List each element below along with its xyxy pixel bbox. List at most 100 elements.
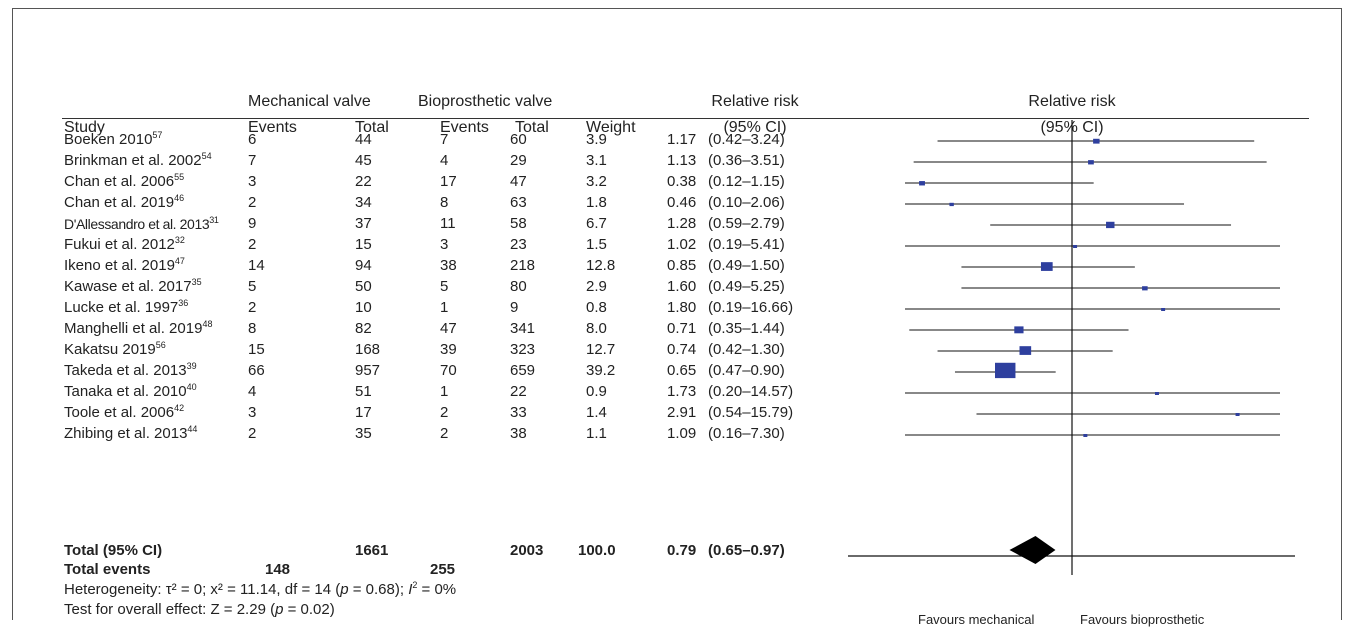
cell-confidence-interval: (0.20–14.57) xyxy=(708,383,794,400)
cell-bio-events: 39 xyxy=(440,341,457,358)
cell-weight: 0.9 xyxy=(586,383,607,400)
cell-bio-total: 22 xyxy=(510,383,527,400)
cell-mech-total: 957 xyxy=(355,362,381,379)
study-name: Kawase et al. 201735 xyxy=(64,277,202,296)
header-study: Study xyxy=(64,119,105,136)
point-estimate-marker xyxy=(1142,286,1148,291)
pooled-diamond xyxy=(1009,536,1056,564)
cell-bio-events: 7 xyxy=(440,131,449,148)
cell-mech-total: 15 xyxy=(355,236,372,253)
cell-bio-events: 38 xyxy=(440,257,457,274)
cell-mech-total: 22 xyxy=(355,173,372,190)
study-name: Zhibing et al. 201344 xyxy=(64,424,198,443)
cell-weight: 3.1 xyxy=(586,152,607,169)
cell-bio-total: 218 xyxy=(510,257,536,274)
cell-mech-events: 7 xyxy=(248,152,257,169)
cell-relative-risk: 0.46 xyxy=(667,194,697,211)
study-name: Lucke et al. 199736 xyxy=(64,298,189,317)
cell-confidence-interval: (0.19–16.66) xyxy=(708,299,794,316)
cell-mech-total: 34 xyxy=(355,194,372,211)
study-name: Boeken 201057 xyxy=(64,130,163,149)
cell-mech-events: 8 xyxy=(248,320,257,337)
cell-weight: 1.5 xyxy=(586,236,607,253)
study-name: Chan et al. 200655 xyxy=(64,172,185,191)
point-estimate-marker xyxy=(1073,245,1078,248)
cell-bio-events: 5 xyxy=(440,278,449,295)
cell-mech-events: 2 xyxy=(248,299,257,316)
cell-bio-total: 63 xyxy=(510,194,527,211)
cell-bio-events: 1 xyxy=(440,299,449,316)
cell-bio-events: 70 xyxy=(440,362,457,379)
study-name: Kakatsu 201956 xyxy=(64,340,166,359)
cell-weight: 6.7 xyxy=(586,215,607,232)
cell-weight: 3.2 xyxy=(586,173,607,190)
cell-relative-risk: 1.80 xyxy=(667,299,697,316)
header-plot-relative-risk: Relative risk xyxy=(1028,93,1116,110)
cell-bio-events: 2 xyxy=(440,404,449,421)
cell-bio-events: 11 xyxy=(440,215,456,232)
cell-mech-total: 35 xyxy=(355,425,372,442)
cell-mech-events: 2 xyxy=(248,425,257,442)
favours-bioprosthetic: Favours bioprosthetic xyxy=(1080,612,1205,627)
point-estimate-marker xyxy=(919,181,925,186)
cell-mech-total: 94 xyxy=(355,257,372,274)
cell-mech-total: 50 xyxy=(355,278,372,295)
cell-confidence-interval: (0.36–3.51) xyxy=(708,152,785,169)
cell-mech-total: 44 xyxy=(355,131,372,148)
cell-mech-events: 4 xyxy=(248,383,257,400)
cell-mech-total: 45 xyxy=(355,152,372,169)
cell-confidence-interval: (0.12–1.15) xyxy=(708,173,785,190)
cell-relative-risk: 1.73 xyxy=(667,383,697,400)
cell-weight: 1.8 xyxy=(586,194,607,211)
cell-bio-total: 80 xyxy=(510,278,527,295)
point-estimate-marker xyxy=(1161,308,1166,311)
cell-confidence-interval: (0.19–5.41) xyxy=(708,236,785,253)
header-mech-events: Events xyxy=(248,119,297,136)
point-estimate-marker xyxy=(1235,413,1240,416)
cell-mech-events: 2 xyxy=(248,236,257,253)
cell-bio-total: 33 xyxy=(510,404,527,421)
favours-mechanical: Favours mechanical xyxy=(918,612,1035,627)
cell-confidence-interval: (0.16–7.30) xyxy=(708,425,785,442)
cell-mech-total: 17 xyxy=(355,404,372,421)
header-ci: (95% CI) xyxy=(723,119,787,136)
point-estimate-marker xyxy=(1040,262,1053,271)
study-name: Toole et al. 200642 xyxy=(64,403,185,422)
total-label: Total (95% CI) xyxy=(64,542,163,559)
total-events-bio: 255 xyxy=(430,561,456,578)
cell-mech-events: 3 xyxy=(248,404,257,421)
total-ci: (0.65–0.97) xyxy=(708,542,785,559)
cell-mech-events: 14 xyxy=(248,257,265,274)
cell-bio-total: 58 xyxy=(510,215,527,232)
cell-confidence-interval: (0.10–2.06) xyxy=(708,194,785,211)
cell-mech-events: 6 xyxy=(248,131,257,148)
cell-confidence-interval: (0.49–1.50) xyxy=(708,257,785,274)
cell-weight: 3.9 xyxy=(586,131,607,148)
cell-bio-total: 60 xyxy=(510,131,527,148)
cell-mech-events: 9 xyxy=(248,215,257,232)
cell-confidence-interval: (0.47–0.90) xyxy=(708,362,785,379)
cell-relative-risk: 1.28 xyxy=(667,215,697,232)
point-estimate-marker xyxy=(949,202,954,207)
total-bio-total: 2003 xyxy=(510,542,544,559)
total-events-mech: 148 xyxy=(265,561,291,578)
cell-relative-risk: 1.13 xyxy=(667,152,697,169)
header-rule xyxy=(62,118,1309,119)
study-name: Fukui et al. 201232 xyxy=(64,235,185,254)
header-relative-risk: Relative risk xyxy=(711,93,799,110)
cell-bio-events: 47 xyxy=(440,320,457,337)
header-bio-events: Events xyxy=(440,119,489,136)
cell-bio-events: 4 xyxy=(440,152,449,169)
cell-weight: 12.7 xyxy=(586,341,616,358)
cell-relative-risk: 2.91 xyxy=(667,404,697,421)
cell-weight: 1.1 xyxy=(586,425,607,442)
cell-confidence-interval: (0.42–1.30) xyxy=(708,341,785,358)
point-estimate-marker xyxy=(1088,160,1094,165)
cell-confidence-interval: (0.35–1.44) xyxy=(708,320,785,337)
cell-bio-events: 2 xyxy=(440,425,449,442)
cell-bio-events: 8 xyxy=(440,194,449,211)
cell-weight: 12.8 xyxy=(586,257,616,274)
cell-mech-events: 3 xyxy=(248,173,257,190)
cell-weight: 0.8 xyxy=(586,299,607,316)
cell-bio-total: 23 xyxy=(510,236,527,253)
